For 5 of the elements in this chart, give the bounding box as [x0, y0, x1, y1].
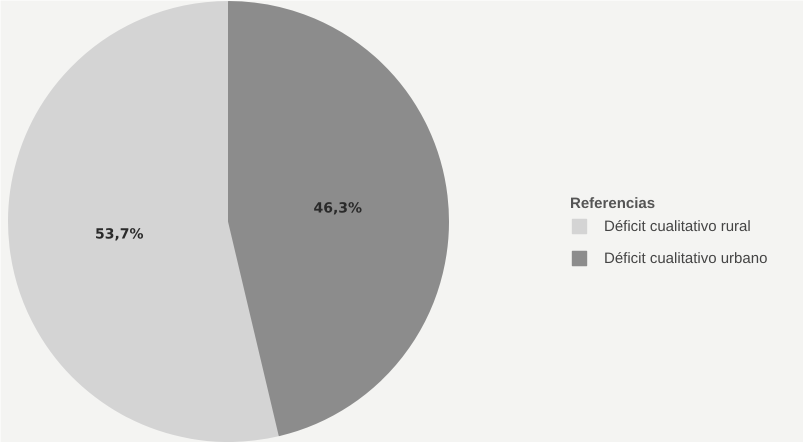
legend-label: Déficit cualitativo urbano [604, 250, 768, 266]
data-label: 46,3% [313, 200, 362, 217]
legend-title: Referencias [570, 195, 656, 212]
legend-label: Déficit cualitativo rural [604, 218, 751, 234]
data-label: 53,7% [94, 226, 144, 242]
